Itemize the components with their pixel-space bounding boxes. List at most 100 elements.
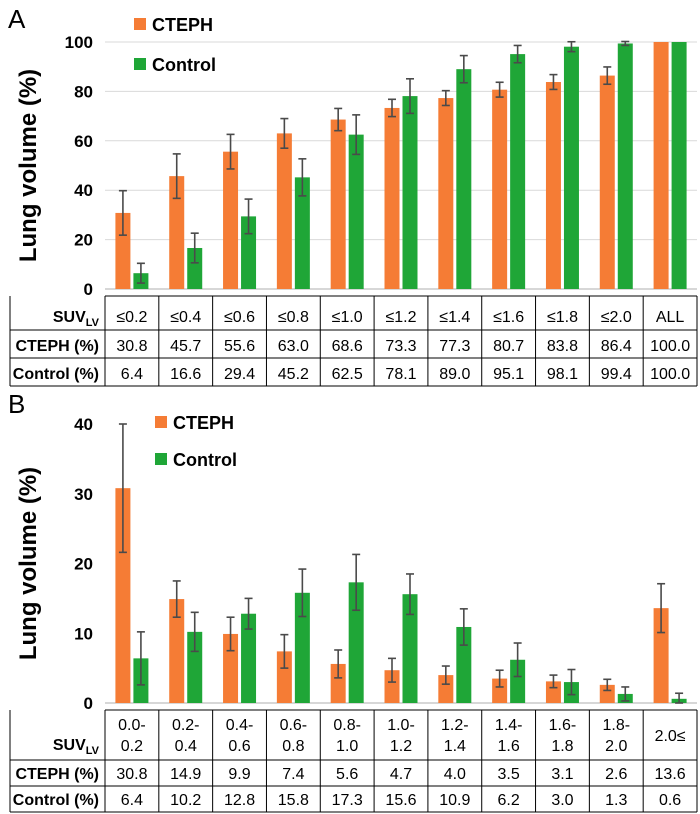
table-cell-control: 16.6 xyxy=(170,366,201,383)
cteph-legend-swatch xyxy=(134,18,146,30)
cteph-bar xyxy=(115,488,131,703)
control-bar xyxy=(617,43,633,290)
y-tick-label: 100 xyxy=(65,33,93,52)
table-cell-control: 12.8 xyxy=(224,792,255,809)
table-cell-category: ≤0.8 xyxy=(278,309,309,326)
cteph-bar xyxy=(545,681,561,703)
table-cell-control: 3.0 xyxy=(551,792,573,809)
control-bar xyxy=(402,96,418,289)
table-cell-control: 89.0 xyxy=(439,366,470,383)
table-cell-cteph: 9.9 xyxy=(228,766,250,783)
table-cell-category: ≤0.4 xyxy=(170,309,201,326)
y-tick-label: 20 xyxy=(74,555,93,574)
cteph-bar xyxy=(169,176,185,289)
control-bar xyxy=(241,216,257,289)
table-cell-cteph: 100.0 xyxy=(650,338,690,355)
table-cell-category: ≤1.6 xyxy=(493,309,524,326)
panel-a: A 0 20 40 60 80 100 Lung volume (%) CTEPH Contro… xyxy=(8,4,698,387)
table-cell-control: 10.9 xyxy=(439,792,470,809)
table-cell-cteph: 77.3 xyxy=(439,338,470,355)
control-legend-label: Control xyxy=(173,450,237,470)
cteph-bar xyxy=(492,678,508,703)
table-cell-category: 0.2- xyxy=(172,717,200,734)
control-bar xyxy=(510,54,526,290)
panel-a-letter: A xyxy=(8,4,26,34)
control-bar xyxy=(456,69,472,289)
table-cell-control: 6.2 xyxy=(498,792,520,809)
cteph-bar xyxy=(599,75,615,289)
y-axis-label: Lung volume (%) xyxy=(15,467,42,660)
table-cell-category: 1.4- xyxy=(495,717,523,734)
table-cell-category: 1.6 xyxy=(498,738,520,755)
cteph-bar xyxy=(384,107,400,289)
table-cell-category: ALL xyxy=(656,309,685,326)
table-cell-category: 1.2 xyxy=(390,738,412,755)
table-cell-cteph: 86.4 xyxy=(601,338,632,355)
table-header-subscript: LV xyxy=(86,317,100,329)
y-tick-label: 40 xyxy=(74,181,93,200)
table-cell-cteph: 3.5 xyxy=(498,766,520,783)
cteph-bar xyxy=(653,42,669,289)
control-legend-swatch xyxy=(155,453,167,465)
table-header-label: SUVLV xyxy=(53,309,100,329)
table-cell-control: 6.4 xyxy=(121,366,143,383)
table-cell-category: 1.8 xyxy=(551,738,573,755)
table-cell-control: 98.1 xyxy=(547,366,578,383)
table-cell-cteph: 63.0 xyxy=(278,338,309,355)
control-bar xyxy=(294,177,310,289)
y-tick-label: 80 xyxy=(74,82,93,101)
table-cell-category: 1.8- xyxy=(602,717,630,734)
table-cell-cteph: 73.3 xyxy=(385,338,416,355)
control-bar xyxy=(294,592,310,703)
table-header-label: SUVLV xyxy=(53,737,100,757)
table-cell-cteph: 2.6 xyxy=(605,766,627,783)
table-cell-category: 2.0≤ xyxy=(655,728,686,745)
table-cell-cteph: 30.8 xyxy=(116,766,147,783)
table-row-label-control: Control (%) xyxy=(13,792,99,809)
y-tick-label: 30 xyxy=(74,485,93,504)
control-bar xyxy=(510,659,526,703)
table-cell-category: 0.0- xyxy=(118,717,146,734)
table-row-label-cteph: CTEPH (%) xyxy=(15,338,99,355)
table-cell-cteph: 5.6 xyxy=(336,766,358,783)
table-cell-control: 15.8 xyxy=(278,792,309,809)
panel-b: B 0 10 20 30 40 Lung volume (%) CTEPH Control SU… xyxy=(8,389,698,813)
table-header-main: SUV xyxy=(53,737,86,754)
table-cell-cteph: 4.0 xyxy=(444,766,466,783)
cteph-bar xyxy=(169,599,185,703)
table-cell-category: ≤1.0 xyxy=(332,309,363,326)
table-cell-category: ≤0.2 xyxy=(116,309,147,326)
table-cell-control: 100.0 xyxy=(650,366,690,383)
control-bar xyxy=(402,594,418,703)
table-cell-category: 0.6- xyxy=(280,717,308,734)
table-cell-control: 62.5 xyxy=(332,366,363,383)
table-cell-control: 10.2 xyxy=(170,792,201,809)
control-bar xyxy=(563,46,579,290)
y-tick-label: 40 xyxy=(74,415,93,434)
table-cell-control: 15.6 xyxy=(385,792,416,809)
cteph-legend-swatch xyxy=(155,416,167,428)
table-cell-control: 1.3 xyxy=(605,792,627,809)
table-cell-category: 0.4 xyxy=(175,738,197,755)
cteph-bar xyxy=(276,651,292,703)
table-cell-category: 0.8- xyxy=(333,717,361,734)
cteph-bar xyxy=(330,119,346,289)
table-cell-category: 0.4- xyxy=(226,717,254,734)
control-legend-swatch xyxy=(134,58,146,70)
table-cell-cteph: 13.6 xyxy=(655,766,686,783)
table-cell-category: ≤2.0 xyxy=(601,309,632,326)
table-cell-category: ≤1.4 xyxy=(439,309,470,326)
table-header-subscript: LV xyxy=(86,745,100,757)
cteph-bar xyxy=(276,133,292,289)
cteph-legend-label: CTEPH xyxy=(152,15,213,35)
table-cell-cteph: 55.6 xyxy=(224,338,255,355)
cteph-bar xyxy=(384,670,400,703)
table-cell-cteph: 14.9 xyxy=(170,766,201,783)
control-bar xyxy=(187,631,203,703)
table-cell-category: 0.8 xyxy=(282,738,304,755)
table-cell-control: 17.3 xyxy=(332,792,363,809)
table-cell-category: 1.0 xyxy=(336,738,358,755)
table-cell-category: 0.2 xyxy=(121,738,143,755)
table-cell-control: 29.4 xyxy=(224,366,255,383)
control-bar xyxy=(671,42,687,289)
